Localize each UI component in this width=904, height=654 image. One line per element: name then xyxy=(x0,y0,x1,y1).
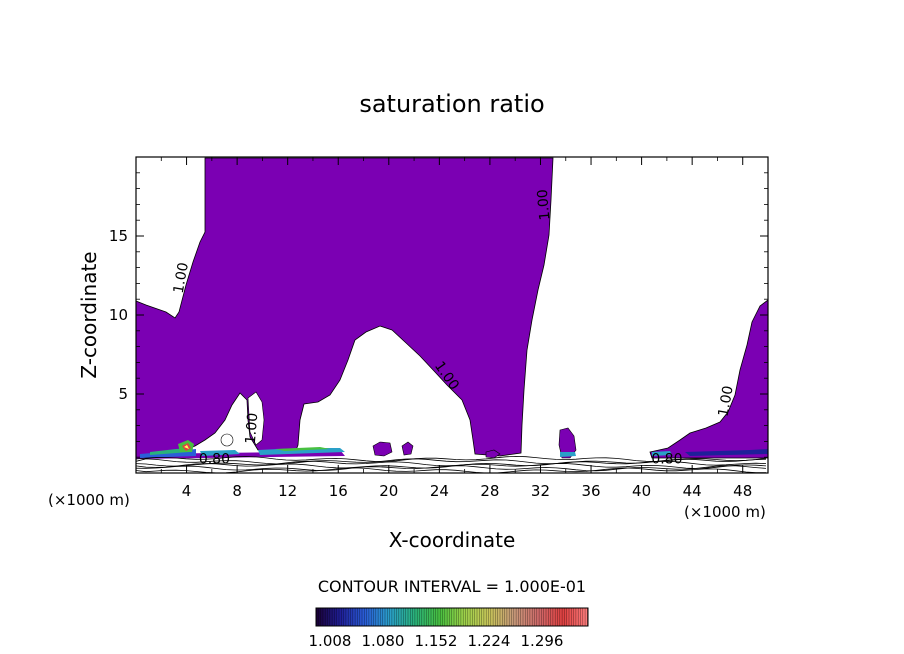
x-axis-label: X-coordinate xyxy=(389,528,516,552)
contour-label: 0.80 xyxy=(651,452,682,468)
colorbar-tick-label: 1.224 xyxy=(468,632,511,650)
x-unit-right: (×1000 m) xyxy=(684,503,766,521)
saturated-right xyxy=(649,299,769,459)
colorbar-fill xyxy=(316,608,588,626)
chart-title: saturation ratio xyxy=(359,90,544,118)
contour-label: 1.00 xyxy=(716,384,737,417)
contour-interval: CONTOUR INTERVAL = 1.000E-01 xyxy=(318,577,586,596)
streak xyxy=(560,452,576,457)
colorbar-tick-label: 1.296 xyxy=(521,632,564,650)
x-tick-label: 16 xyxy=(329,482,348,500)
streak xyxy=(200,450,240,456)
x-tick-label: 32 xyxy=(531,482,550,500)
saturated-cell xyxy=(401,441,414,456)
contour-line xyxy=(135,465,767,472)
x-tick-label: 40 xyxy=(632,482,651,500)
y-tick-label: 5 xyxy=(118,385,128,403)
contour-labels: 1.001.001.001.001.000.80 0.80 xyxy=(171,189,737,468)
saturated-main xyxy=(135,157,554,458)
colorbar xyxy=(315,607,589,627)
y-tick-label: 15 xyxy=(109,227,128,245)
colorbar-tick-label: 1.152 xyxy=(415,632,458,650)
x-tick-label: 28 xyxy=(480,482,499,500)
streak xyxy=(184,445,189,449)
x-tick-label: 44 xyxy=(683,482,702,500)
x-tick-label: 20 xyxy=(379,482,398,500)
contour-label: 1.00 xyxy=(243,412,262,444)
colorbar-tick-labels: 1.008 1.080 1.152 1.224 1.296 xyxy=(309,632,564,650)
colorbar-frame xyxy=(315,607,589,627)
x-tick-label: 12 xyxy=(278,482,297,500)
colorbar-tick-label: 1.080 xyxy=(362,632,405,650)
x-tick-label: 36 xyxy=(581,482,600,500)
y-axis-label: Z-coordinate xyxy=(77,251,101,378)
saturated-region xyxy=(135,157,769,459)
contour-label: 1.00 xyxy=(171,261,192,294)
x-tick-label: 24 xyxy=(430,482,449,500)
streak xyxy=(275,447,330,451)
x-tick-label: 48 xyxy=(733,482,752,500)
x-tick-label: 4 xyxy=(182,482,192,500)
streak xyxy=(685,449,768,456)
contour-label: 0.80 xyxy=(199,452,230,468)
x-tick-label: 8 xyxy=(232,482,242,500)
unsaturated-pocket xyxy=(220,433,234,447)
saturated-cell xyxy=(485,449,501,459)
contour-line xyxy=(135,467,766,474)
colorbar-tick-label: 1.008 xyxy=(309,632,352,650)
contour-label: 1.00 xyxy=(535,189,554,221)
contour-lines xyxy=(135,455,767,474)
unsaturated-pocket xyxy=(247,391,265,446)
x-unit-left: (×1000 m) xyxy=(48,491,130,509)
y-tick-label: 10 xyxy=(109,306,128,324)
contour-line xyxy=(135,458,767,465)
saturated-cell xyxy=(372,441,393,457)
streak xyxy=(652,451,672,456)
supersaturation-streaks xyxy=(140,440,768,458)
